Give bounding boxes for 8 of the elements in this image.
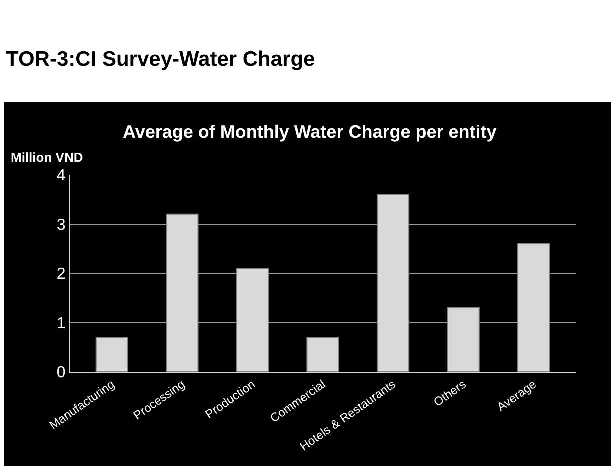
y-axis-title: Million VND [11, 150, 84, 165]
y-tick-label: 4 [56, 168, 66, 185]
chart-subtitle: Average of Monthly Water Charge per entity [123, 122, 497, 142]
y-tick-label: 0 [56, 364, 66, 382]
y-tick-label: 3 [56, 216, 66, 234]
y-tick-label: 1 [56, 315, 66, 332]
chart-title: TOR-3:CI Survey-Water Charge [6, 48, 316, 71]
y-tick-label: 2 [56, 266, 66, 284]
